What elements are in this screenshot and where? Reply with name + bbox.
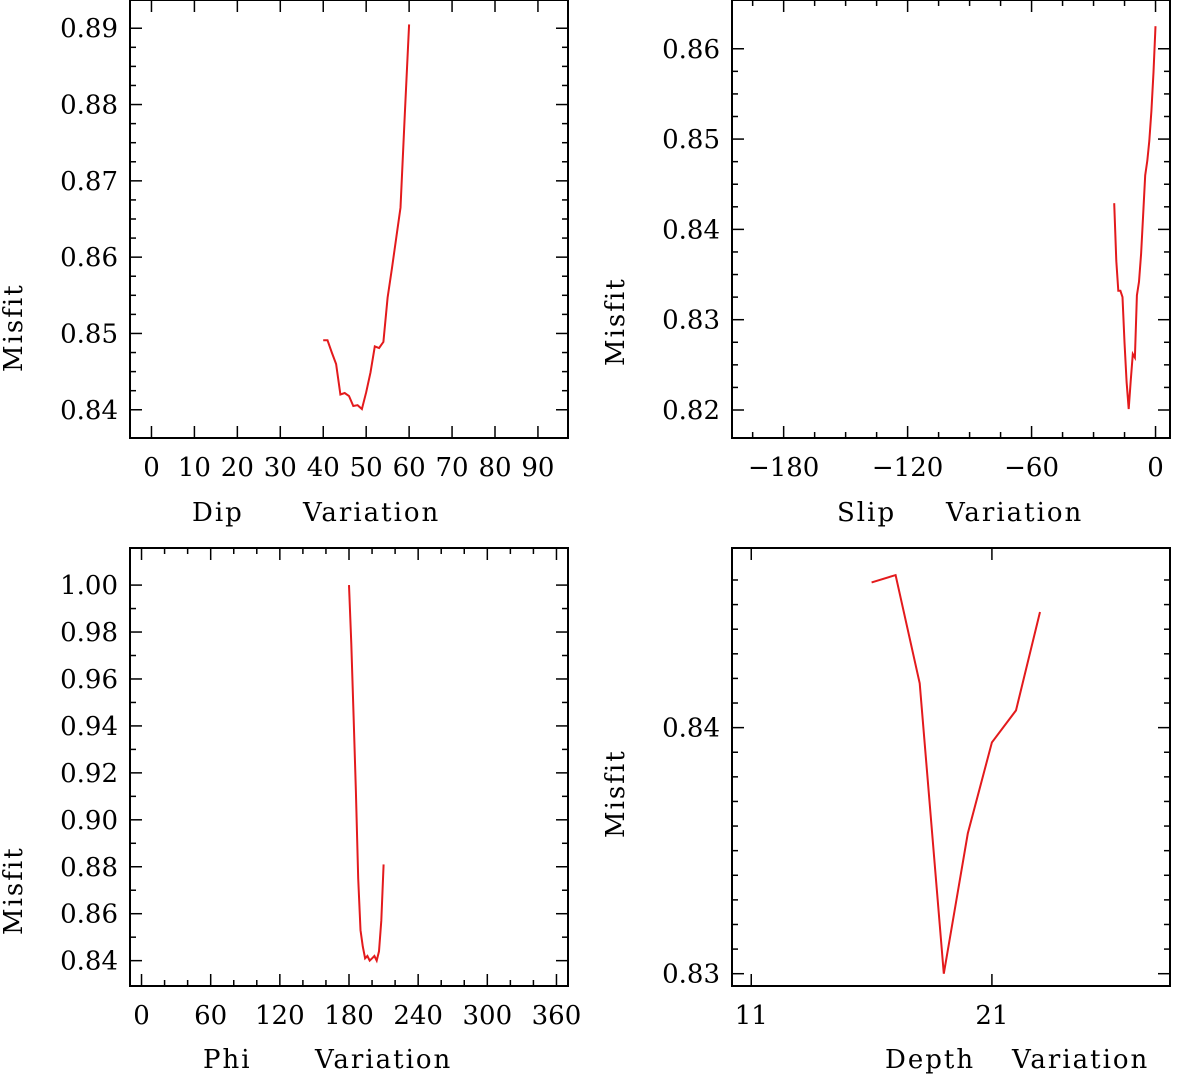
phi-xtick-label: 180 (324, 1001, 374, 1031)
dip-xtick-label: 30 (264, 453, 297, 483)
dip-axes: 0 10 20 30 40 50 60 70 80 90 0.84 0.85 0.86 0.87 0.88 0… (60, 0, 569, 483)
dip-ytick-label: 0.88 (60, 91, 118, 121)
phi-ytick-label: 0.90 (60, 806, 118, 836)
panel-phi: 0 60 120 180 240 300 360 0.84 0.86 0.88 0.90 0.92 0.… (0, 547, 582, 1075)
phi-ytick-label: 0.96 (60, 665, 118, 695)
dip-ytick-label: 0.85 (60, 319, 118, 349)
depth-x-label: Depth (885, 1045, 975, 1075)
dip-y-label: Misfit (0, 283, 29, 372)
phi-plot-frame (129, 547, 569, 987)
dip-xtick-label: 60 (393, 453, 426, 483)
phi-xtick-label: 240 (393, 1001, 443, 1031)
slip-series-line (1113, 26, 1157, 410)
phi-ytick-label: 0.92 (60, 759, 118, 789)
phi-x-label-suffix: Variation (314, 1045, 452, 1075)
phi-axes: 0 60 120 180 240 300 360 0.84 0.86 0.88 0.90 0.92 0.… (60, 547, 582, 1031)
dip-xtick-label: 70 (436, 453, 469, 483)
depth-y-label: Misfit (601, 749, 631, 838)
phi-xtick-label: 60 (194, 1001, 227, 1031)
dip-xtick-label: 50 (350, 453, 383, 483)
dip-series-line (323, 24, 411, 411)
slip-xtick-label: 0 (1147, 453, 1164, 483)
phi-ytick-label: 1.00 (60, 571, 118, 601)
phi-y-label: Misfit (0, 846, 29, 935)
depth-plot-frame (731, 547, 1171, 987)
slip-axes: −180 −120 −60 0 0.82 0.83 0.84 0.85 0.86 (662, 0, 1171, 483)
dip-ytick-label: 0.87 (60, 167, 118, 197)
phi-ytick-label: 0.86 (60, 900, 118, 930)
phi-ytick-label: 0.88 (60, 853, 118, 883)
phi-xtick-label: 300 (462, 1001, 512, 1031)
dip-xtick-label: 10 (178, 453, 211, 483)
phi-ytick-label: 0.94 (60, 712, 118, 742)
dip-xtick-label: 40 (307, 453, 340, 483)
slip-xtick-label: −60 (1004, 453, 1059, 483)
depth-x-label-suffix: Variation (1011, 1045, 1149, 1075)
phi-ytick-label: 0.98 (60, 618, 118, 648)
depth-ytick-label: 0.83 (662, 960, 720, 990)
dip-x-label: Dip (192, 498, 244, 528)
dip-plot-frame (129, 0, 569, 439)
dip-xtick-label: 0 (143, 453, 160, 483)
slip-ytick-label: 0.85 (662, 125, 720, 155)
slip-xtick-label: −180 (748, 453, 819, 483)
slip-xtick-label: −120 (872, 453, 943, 483)
dip-xtick-label: 20 (221, 453, 254, 483)
dip-ytick-label: 0.86 (60, 243, 118, 273)
slip-x-label: Slip (837, 498, 896, 528)
panel-slip: −180 −120 −60 0 0.82 0.83 0.84 0.85 0.86 Slip Va… (601, 0, 1171, 528)
dip-xtick-label: 80 (478, 453, 511, 483)
phi-series-line (348, 585, 385, 964)
panel-depth: 11 21 0.83 0.84 Depth Variation Misfit (601, 547, 1171, 1075)
depth-xtick-label: 11 (735, 1001, 768, 1031)
dip-ytick-label: 0.89 (60, 14, 118, 44)
slip-plot-frame (731, 0, 1171, 439)
depth-axes: 11 21 0.83 0.84 (662, 547, 1171, 1031)
phi-x-label: Phi (203, 1045, 252, 1075)
phi-xtick-label: 360 (532, 1001, 582, 1031)
slip-x-label-suffix: Variation (945, 498, 1083, 528)
depth-series-line (871, 573, 1041, 974)
phi-ytick-label: 0.84 (60, 947, 118, 977)
depth-xtick-label: 21 (975, 1001, 1008, 1031)
slip-ytick-label: 0.84 (662, 215, 720, 245)
phi-xtick-label: 120 (255, 1001, 305, 1031)
dip-x-label-suffix: Variation (302, 498, 440, 528)
phi-xtick-label: 0 (133, 1001, 150, 1031)
slip-ytick-label: 0.83 (662, 306, 720, 336)
slip-ytick-label: 0.86 (662, 35, 720, 65)
dip-ytick-label: 0.84 (60, 396, 118, 426)
slip-y-label: Misfit (601, 277, 631, 366)
dip-xtick-label: 90 (521, 453, 554, 483)
panel-dip: 0 10 20 30 40 50 60 70 80 90 0.84 0.85 0.86 0.87 0.88 0… (0, 0, 569, 528)
depth-ytick-label: 0.84 (662, 714, 720, 744)
slip-ytick-label: 0.82 (662, 396, 720, 426)
